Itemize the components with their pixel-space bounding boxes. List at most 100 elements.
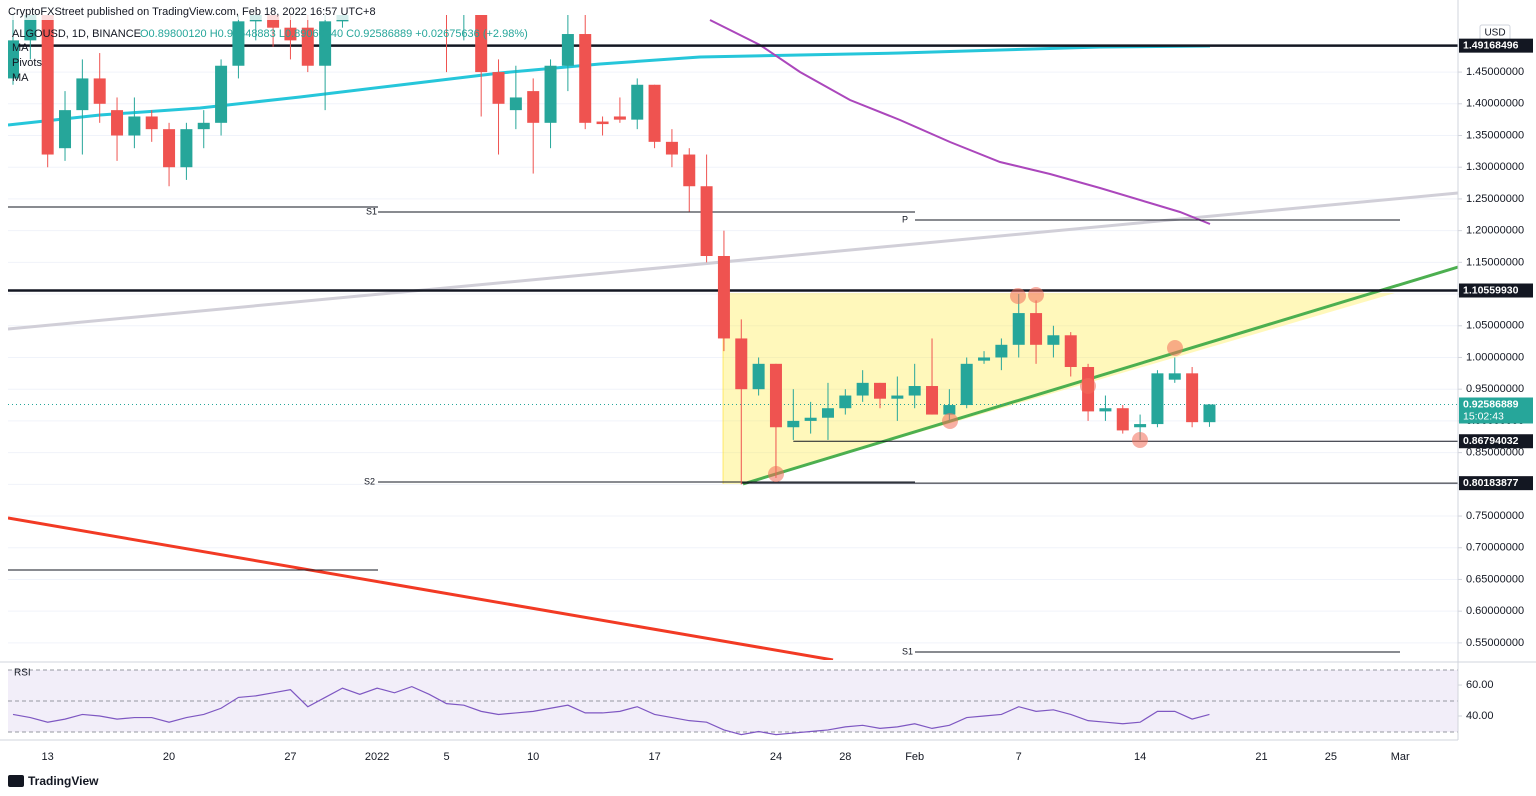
trend-line (8, 516, 834, 660)
x-tick-label: 14 (1134, 751, 1146, 763)
y-tick-label: 1.35000000 (1466, 129, 1524, 141)
header-bg (4, 2, 404, 20)
candle-body (735, 338, 748, 390)
y-tick-label: 1.05000000 (1466, 320, 1524, 332)
candle-body (1168, 373, 1181, 380)
ohlc: O0.89800120 H0.92648883 L0.89060140 C0.9… (140, 28, 528, 40)
pivot-label: S1 (366, 206, 377, 216)
candle-body (284, 27, 297, 41)
x-tick-label: 27 (284, 751, 296, 763)
last-price-box (1459, 397, 1533, 424)
x-tick-label: 2022 (365, 751, 389, 763)
touch-point (768, 466, 784, 482)
y-tick-label: 0.70000000 (1466, 542, 1524, 554)
rsi-tick-label: 60.00 (1466, 679, 1494, 691)
level-box (1459, 476, 1533, 491)
candle-body (544, 65, 557, 123)
pivot-label: S1 (902, 646, 913, 656)
level-box (1459, 38, 1533, 53)
rsi-label: RSI (14, 668, 31, 679)
candle-body (1099, 408, 1112, 412)
x-tick-label: 25 (1325, 751, 1337, 763)
x-tick-label: 5 (443, 751, 449, 763)
candle-body (128, 116, 141, 136)
candles (8, 15, 1216, 485)
candle-body (1134, 424, 1147, 428)
levels (8, 44, 1458, 484)
y-tick-label: 0.60000000 (1466, 605, 1524, 617)
touch-point (1080, 378, 1096, 394)
level-label: 1.49168496 (1463, 39, 1519, 51)
level-box (1459, 434, 1533, 449)
candle-body (301, 27, 314, 66)
candle-body (24, 15, 37, 41)
touch-point (942, 413, 958, 429)
indicator: Pivots (12, 57, 42, 69)
candle-body (527, 91, 540, 123)
currency: USD (1484, 28, 1505, 39)
candle-body (769, 363, 782, 428)
candle-body (1012, 313, 1025, 345)
y-tick-label: 1.00000000 (1466, 351, 1524, 363)
trend-line (742, 265, 1458, 486)
candle-body (665, 141, 678, 155)
candle-body (874, 382, 886, 399)
candle-body (232, 21, 245, 66)
y-tick-label: 0.65000000 (1466, 573, 1524, 585)
candle-body (804, 417, 817, 421)
rsi-line (12, 685, 1210, 736)
rsi (12, 685, 1210, 736)
candle-body (163, 129, 176, 168)
published: CryptoFXStreet published on TradingView.… (8, 6, 376, 18)
candle-body (509, 97, 522, 111)
candle-body (41, 15, 54, 155)
level-box (1459, 283, 1533, 298)
candle-body (978, 357, 991, 361)
candle-body (93, 78, 106, 104)
x-tick-label: Mar (1391, 751, 1410, 763)
y-tick-label: 0.85000000 (1466, 447, 1524, 459)
candle-body (1116, 408, 1129, 431)
indicator: MA (12, 42, 29, 54)
x-tick-label: 20 (163, 751, 175, 763)
touch-point (1167, 340, 1183, 356)
y-tick-label: 0.75000000 (1466, 510, 1524, 522)
x-tick-label: 28 (839, 751, 851, 763)
level-label: 0.86794032 (1463, 435, 1519, 447)
rsi-tick-label: 40.00 (1466, 710, 1494, 722)
grid (8, 71, 1458, 644)
moving-average (709, 19, 1211, 225)
touch-point (1010, 288, 1026, 304)
y-tick-label: 1.40000000 (1466, 98, 1524, 110)
candle-body (960, 363, 973, 406)
trend-line (8, 191, 1458, 331)
candle-body (561, 34, 574, 66)
candle-body (1047, 335, 1060, 345)
y-tick-label: 1.25000000 (1466, 193, 1524, 205)
x-tick-label: Feb (905, 751, 924, 763)
candle-body (76, 78, 89, 111)
candle-body (1064, 335, 1077, 367)
touch-points (768, 287, 1183, 482)
candle-body (475, 15, 488, 73)
candle-body (995, 344, 1008, 358)
candle-body (492, 72, 505, 104)
candle-body (648, 84, 661, 142)
last-price-label: 0.92586889 (1463, 398, 1519, 410)
touch-point (1132, 432, 1148, 448)
candle-body (8, 40, 19, 79)
y-tick-label: 1.30000000 (1466, 161, 1524, 173)
candle-body (215, 65, 228, 123)
candle-body (943, 405, 956, 415)
candle-body (908, 386, 921, 396)
moving-average (8, 44, 1211, 127)
y-tick-label: 0.55000000 (1466, 637, 1524, 649)
candle-body (891, 395, 904, 399)
touch-point (1028, 287, 1044, 303)
x-tick-label: 21 (1255, 751, 1267, 763)
logo (8, 775, 24, 787)
x-tick-label: 13 (42, 751, 54, 763)
x-tick-label: 10 (527, 751, 539, 763)
